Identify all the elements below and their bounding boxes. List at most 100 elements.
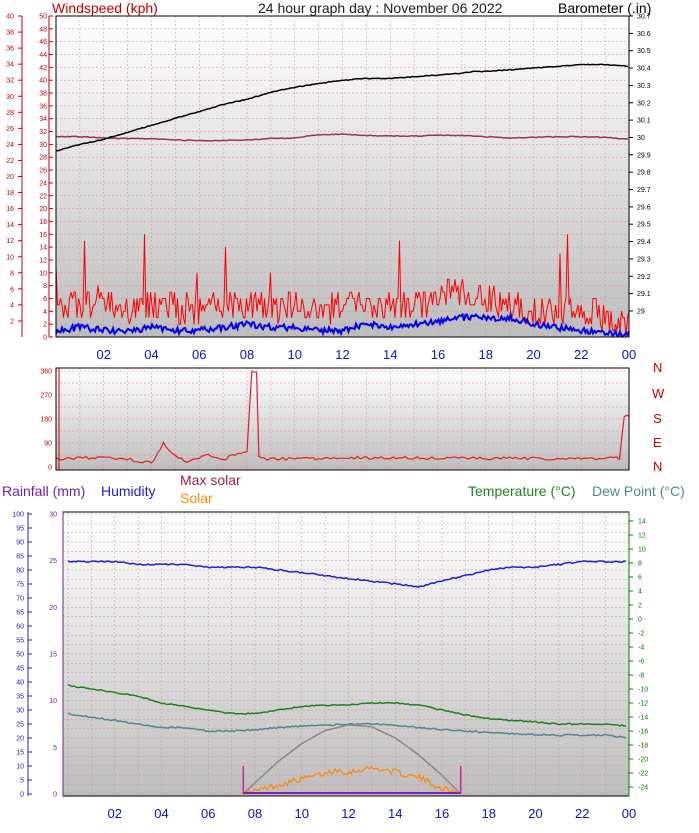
hour-label: 10 [288, 347, 302, 362]
humidity-tick-label: 30 [16, 708, 24, 715]
humidity-tick-label: 45 [16, 666, 24, 673]
wind-tick-label: 26 [39, 168, 47, 175]
baro-tick-label: 30.6 [637, 31, 651, 38]
temp-tick-label: 14 [638, 519, 646, 526]
baro-tick-label: 30 [637, 135, 645, 142]
baro-tick-label: 29.5 [637, 222, 651, 229]
far-left-tick-label: 40 [6, 14, 14, 21]
baro-tick-label: 29 [637, 308, 645, 315]
far-left-tick-label: 16 [6, 206, 14, 213]
hour-label: 12 [341, 806, 355, 821]
humidity-tick-label: 20 [16, 736, 24, 743]
wind-tick-label: 4 [43, 309, 47, 316]
hour-label: 18 [479, 347, 493, 362]
wind-tick-label: 30 [39, 142, 47, 149]
wind-tick-label: 46 [39, 39, 47, 46]
wind-tick-label: 16 [39, 232, 47, 239]
direction-panel: 0 90 180 270 360 [40, 367, 630, 472]
temp-tick-label: 10 [638, 547, 646, 554]
baro-tick-label: 30.7 [637, 14, 651, 21]
hour-label: 22 [575, 806, 589, 821]
compass-label: W [652, 386, 665, 401]
humidity-tick-label: 95 [16, 526, 24, 533]
solar-line [243, 765, 460, 796]
far-left-tick-label: 26 [6, 126, 14, 133]
far-left-tick-label: 2 [10, 318, 14, 325]
wind-axis-title: Windspeed (kph) [52, 0, 158, 16]
far-left-tick-label: 8 [10, 270, 14, 277]
wind-tick-label: 34 [39, 116, 47, 123]
wind-tick-label: 42 [39, 65, 47, 72]
wind-tick-label: 50 [39, 14, 47, 21]
far-left-tick-label: 14 [6, 222, 14, 229]
baro-tick-label: 29.1 [637, 291, 651, 298]
hour-label: 02 [108, 806, 122, 821]
temp-tick-label: -12 [638, 701, 648, 708]
temp-tick-label: 0 [638, 617, 642, 624]
humidity-line [67, 560, 627, 589]
humidity-tick-label: 35 [16, 694, 24, 701]
graph-title: 24 hour graph day : November 06 2022 [258, 0, 503, 16]
hour-label: 20 [526, 347, 540, 362]
humidity-tick-label: 100 [12, 512, 24, 519]
wind-tick-label: 10 [39, 270, 47, 277]
barometer-line [55, 63, 629, 152]
hour-label: 16 [431, 347, 445, 362]
compass-labels: N W S E N [652, 360, 665, 474]
hour-label: 00 [622, 347, 636, 362]
baro-axis-title: Barometer (.in) [558, 0, 651, 16]
temp-tick-label: -22 [638, 771, 648, 778]
hour-label: 12 [335, 347, 349, 362]
wind-tick-label: 36 [39, 103, 47, 110]
baro-tick-label: 30.2 [637, 100, 651, 107]
far-left-tick-label: 30 [6, 94, 14, 101]
wind-tick-label: 32 [39, 129, 47, 136]
temp-tick-label: 8 [638, 561, 642, 568]
direction-tick-label: 180 [40, 417, 52, 424]
hour-label: 06 [192, 347, 206, 362]
baro-tick-label: 29.8 [637, 170, 651, 177]
far-left-tick-label: 6 [10, 286, 14, 293]
far-left-tick-label: 22 [6, 158, 14, 165]
temp-tick-label: -14 [638, 715, 648, 722]
humidity-tick-label: 25 [16, 722, 24, 729]
baro-tick-label: 29.3 [637, 256, 651, 263]
wind-tick-label: 6 [43, 296, 47, 303]
far-left-tick-label: 10 [6, 254, 14, 261]
baro-tick-label: 30.3 [637, 83, 651, 90]
baro-tick-label: 29.7 [637, 187, 651, 194]
hour-label: 04 [154, 806, 168, 821]
plot-frame [55, 367, 630, 471]
wind-average-line [55, 311, 630, 338]
rain-tick-label: 0 [53, 792, 57, 799]
wind-tick-label: 18 [39, 219, 47, 226]
baro-tick-label: 30.4 [637, 66, 651, 73]
baro-tick-label: 29.9 [637, 152, 651, 159]
wind-gust-line [55, 234, 630, 338]
rain-tick-label: 25 [49, 558, 57, 565]
temp-tick-label: -16 [638, 729, 648, 736]
hour-label: 14 [388, 806, 402, 821]
temp-tick-label: 4 [638, 589, 642, 596]
baro-tick-label: 29.2 [637, 274, 651, 281]
wind-tick-label: 48 [39, 26, 47, 33]
temp-tick-label: -6 [638, 659, 644, 666]
wind-tick-label: 38 [39, 91, 47, 98]
rainfall-legend: Rainfall (mm) [2, 483, 85, 499]
hour-label: 16 [435, 806, 449, 821]
far-left-tick-label: 24 [6, 142, 14, 149]
rain-tick-label: 30 [49, 512, 57, 519]
wind-tick-label: 22 [39, 193, 47, 200]
temp-tick-label: -4 [638, 645, 644, 652]
wind-tick-label: 44 [39, 52, 47, 59]
humidity-tick-label: 75 [16, 582, 24, 589]
temperature-legend: Temperature (°C) [468, 483, 576, 499]
humidity-tick-label: 10 [16, 764, 24, 771]
far-left-tick-label: 20 [6, 174, 14, 181]
far-left-tick-label: 34 [6, 62, 14, 69]
hour-label: 14 [383, 347, 397, 362]
humidity-tick-label: 90 [16, 540, 24, 547]
humidity-tick-label: 80 [16, 568, 24, 575]
far-left-tick-label: 18 [6, 190, 14, 197]
direction-tick-label: 90 [44, 441, 52, 448]
